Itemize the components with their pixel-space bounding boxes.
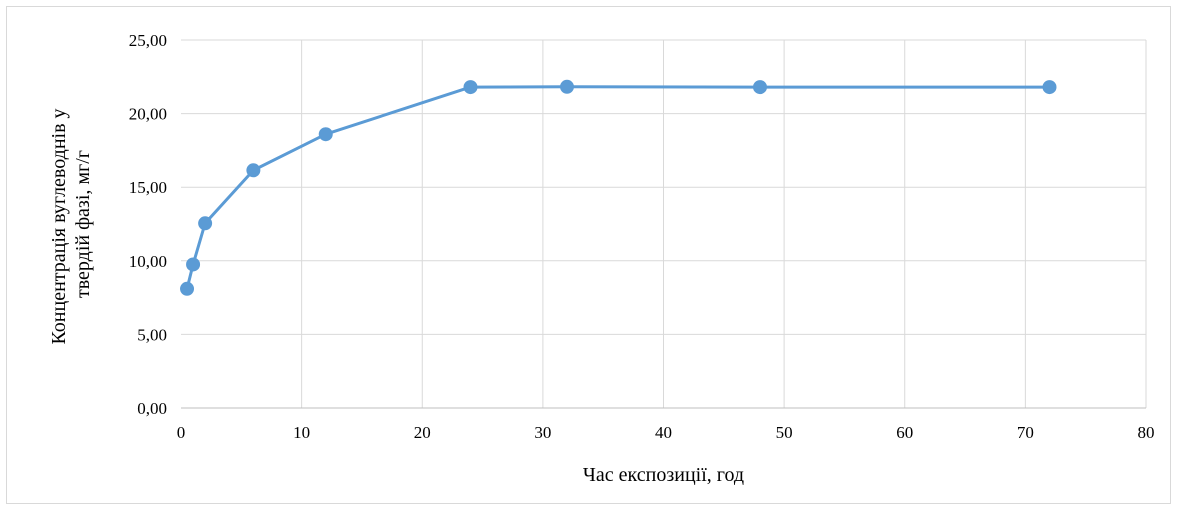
- x-tick-label: 30: [534, 423, 551, 442]
- data-point: [180, 281, 195, 296]
- y-tick-label: 25,00: [129, 31, 167, 50]
- x-tick-label: 40: [655, 423, 672, 442]
- data-point: [186, 257, 201, 272]
- x-axis-label: Час експозиції, год: [583, 464, 744, 486]
- data-point: [198, 216, 213, 231]
- y-tick-label: 5,00: [137, 325, 167, 344]
- y-tick-label: 20,00: [129, 105, 167, 124]
- series-line: [185, 85, 1050, 290]
- data-series: [180, 79, 1057, 296]
- x-tick-label: 0: [177, 423, 186, 442]
- y-tick-label: 0,00: [137, 399, 167, 418]
- chart-frame: [6, 6, 1171, 504]
- data-point: [318, 127, 333, 142]
- y-tick-labels: 0,00 5,00 10,00 15,00 20,00 25,00: [129, 31, 167, 418]
- x-tick-labels: 0 10 20 30 40 50 60 70 80: [177, 423, 1155, 442]
- data-point: [246, 163, 261, 178]
- x-tick-label: 20: [414, 423, 431, 442]
- x-tick-label: 50: [776, 423, 793, 442]
- gridlines: [181, 39, 1147, 408]
- data-point: [753, 80, 767, 95]
- y-axis-label-line-1: Концентрація вуглеводнів у: [48, 108, 70, 344]
- y-axis-label-line-2: твердій фазі, мг/г: [72, 150, 94, 298]
- x-tick-label: 70: [1017, 423, 1034, 442]
- x-tick-label: 80: [1138, 423, 1155, 442]
- y-axis-label: Концентрація вуглеводнів у твердій фазі,…: [48, 103, 94, 344]
- data-point: [1042, 80, 1057, 95]
- data-point: [463, 80, 478, 95]
- y-tick-label: 10,00: [129, 252, 167, 271]
- x-tick-label: 10: [293, 423, 310, 442]
- y-tick-label: 15,00: [129, 178, 167, 197]
- data-point: [560, 79, 574, 94]
- x-tick-label: 60: [896, 423, 913, 442]
